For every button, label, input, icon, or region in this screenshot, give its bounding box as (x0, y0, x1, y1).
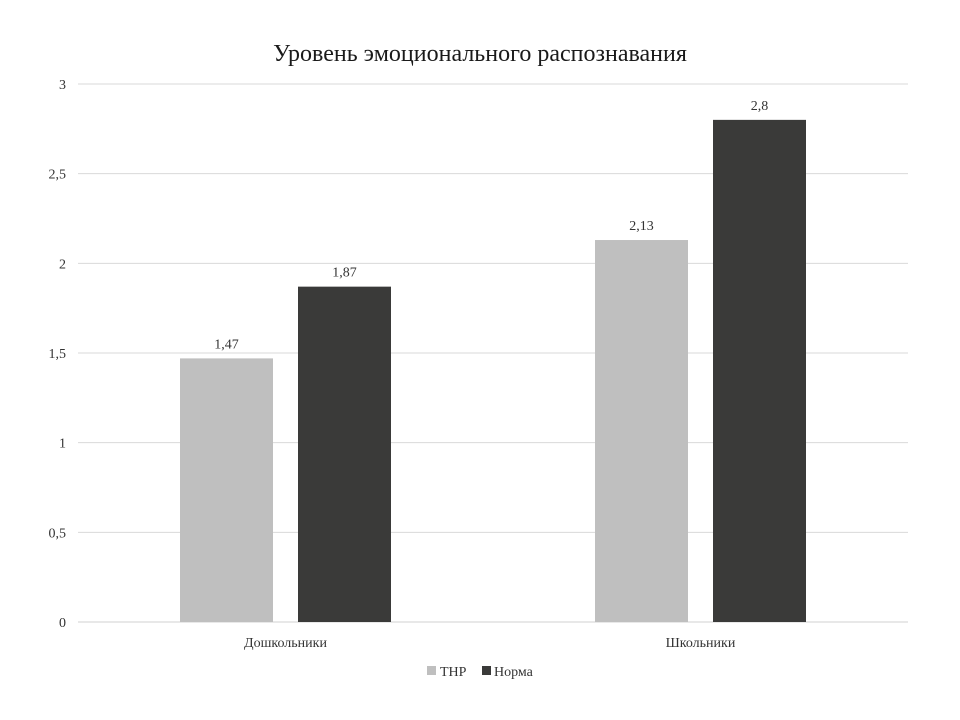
y-tick-label: 0 (59, 616, 66, 631)
y-tick-label: 2,5 (49, 168, 67, 183)
legend-label: Норма (494, 665, 534, 680)
x-category-label: Школьники (666, 636, 736, 651)
bar-norma-1 (713, 119, 806, 622)
y-axis-ticks: 0 0,5 1 1,5 2 2,5 3 (49, 78, 67, 631)
y-tick-label: 2 (59, 257, 66, 272)
legend-label: ТНР (440, 665, 467, 680)
data-label: 2,13 (629, 219, 654, 234)
y-tick-label: 3 (59, 78, 66, 93)
bars (180, 119, 806, 622)
y-tick-label: 1,5 (49, 347, 67, 362)
legend-swatch (427, 666, 436, 675)
legend: ТНР Норма (427, 665, 534, 680)
data-label: 2,8 (751, 99, 769, 114)
bar-norma-0 (298, 286, 391, 622)
x-axis-categories: Дошкольники Школьники (244, 636, 736, 651)
bar-thr-0 (180, 358, 273, 622)
data-label: 1,47 (214, 337, 239, 352)
data-labels: 1,47 1,87 2,13 2,8 (214, 99, 768, 353)
y-tick-label: 1 (59, 437, 66, 452)
y-tick-label: 0,5 (49, 526, 67, 541)
legend-swatch (482, 666, 491, 675)
x-category-label: Дошкольники (244, 636, 327, 651)
chart-title: Уровень эмоционального распознавания (273, 41, 687, 67)
bar-thr-1 (595, 240, 688, 622)
data-label: 1,87 (332, 266, 357, 281)
